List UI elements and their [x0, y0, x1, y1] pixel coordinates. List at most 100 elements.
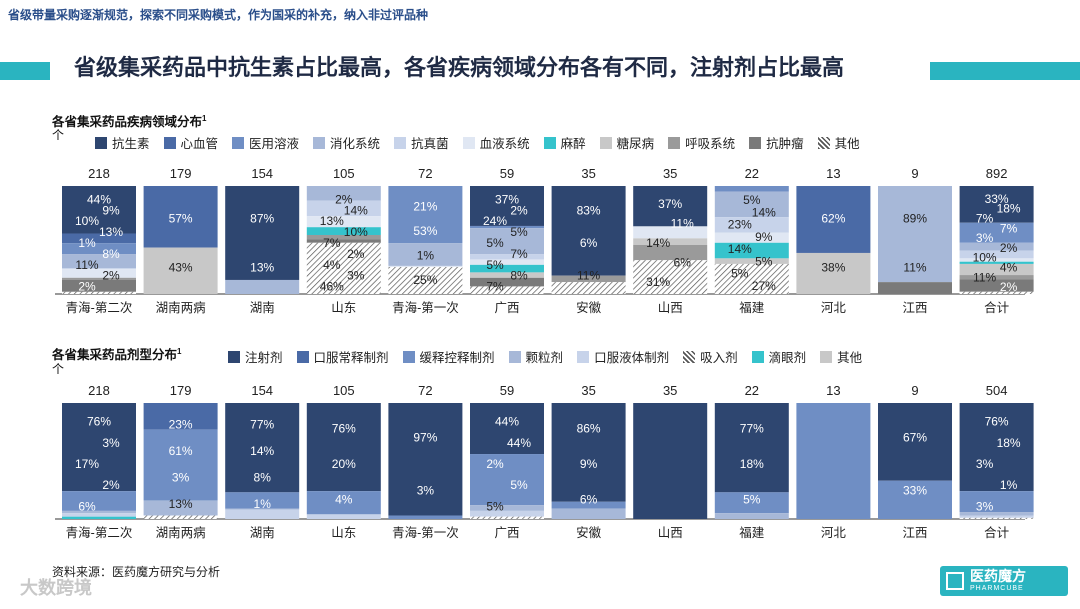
chart1-bar-segment	[143, 186, 218, 248]
chart1-total-label: 72	[418, 166, 432, 181]
chart1-data-label: 5%	[486, 258, 504, 272]
chart2-data-label: 67%	[903, 431, 927, 445]
chart2-data-label: 76%	[985, 415, 1009, 429]
chart1-bar-segment	[714, 242, 789, 259]
legend-label: 抗肿瘤	[766, 137, 804, 151]
legend-swatch	[462, 136, 475, 149]
chart1-bar-segment	[878, 186, 952, 283]
chart1-title: 各省集采药品疾病领域分布1	[52, 113, 207, 129]
chart1-total-label: 22	[745, 166, 759, 181]
chart1-bar-segment	[306, 239, 381, 243]
chart2-bar-segment	[225, 403, 300, 493]
chart2-data-label: 86%	[577, 422, 601, 436]
chart1-bar-segment	[959, 258, 1034, 262]
chart1-total-label: 218	[88, 166, 110, 181]
chart1-bar-segment	[959, 275, 1034, 280]
chart2-legend-item: 口服常释制剂	[296, 347, 389, 366]
chart1-bar-segment	[306, 200, 381, 217]
chart2-total-label: 9	[911, 383, 918, 398]
chart1-data-label: 37%	[495, 192, 519, 206]
chart2-legend-item: 口服液体制剂	[577, 347, 669, 366]
chart1-legend-item: 呼吸系统	[668, 133, 735, 152]
chart1-data-label: 8%	[102, 247, 120, 261]
chart1-legend-item: 医用溶液	[232, 133, 299, 152]
chart2-data-label: 23%	[169, 417, 193, 431]
chart2-bar-segment	[470, 454, 544, 506]
legend-label: 口服常释制剂	[313, 351, 389, 365]
chart1-bar-segment	[225, 186, 300, 280]
chart1-data-label: 10%	[973, 251, 997, 265]
chart2-data-label: 17%	[75, 457, 99, 471]
legend-swatch	[820, 350, 833, 363]
chart1-data-label: 33%	[985, 192, 1009, 206]
chart1-total-label: 179	[170, 166, 192, 181]
chart1-data-label: 37%	[658, 197, 682, 211]
chart1-data-label: 2%	[335, 192, 353, 206]
chart2-legend-item: 颗粒剂	[508, 347, 564, 366]
chart1-category-label: 青海-第一次	[392, 300, 459, 315]
legend-label: 滴眼剂	[768, 351, 807, 365]
chart2-bar-segment	[959, 491, 1034, 513]
chart1-bar-segment	[633, 244, 708, 261]
chart2-bar-segment	[388, 403, 463, 516]
chart2-bar-segment	[878, 403, 952, 481]
chart2-data-label: 18%	[997, 436, 1021, 450]
chart1-bar-segment	[470, 225, 544, 229]
chart1-data-label: 11%	[577, 269, 600, 283]
chart2-title: 各省集采药品剂型分布1	[52, 346, 182, 362]
chart1-bar-segment	[388, 186, 463, 244]
chart1-category-label: 合计	[984, 300, 1009, 315]
chart2-total-label: 154	[251, 383, 273, 398]
chart1-bar-segment	[959, 261, 1034, 264]
legend-label: 心血管	[180, 137, 219, 151]
chart2-data-label: 44%	[495, 415, 519, 429]
legend-swatch	[543, 136, 556, 149]
chart1-legend-item: 麻醉	[543, 133, 586, 152]
chart1-bar-segment	[62, 268, 136, 270]
chart2-legend-item: 滴眼剂	[751, 347, 807, 366]
chart2-data-label: 18%	[740, 457, 764, 471]
chart1-data-label: 5%	[731, 267, 749, 281]
chart2-data-label: 76%	[87, 415, 111, 429]
chart1-data-label: 83%	[577, 203, 601, 217]
chart1-bar-segment	[714, 232, 789, 243]
chart1-bar-segment	[470, 286, 544, 294]
accent-bar-left	[0, 62, 50, 80]
chart1-data-label: 13%	[320, 214, 344, 228]
chart1-category-label: 广西	[494, 301, 519, 315]
chart1-legend-item: 消化系统	[313, 133, 380, 152]
chart1-bar-segment	[470, 259, 544, 265]
chart2-legend-item: 注射剂	[228, 347, 283, 366]
chart1-bar-segment	[62, 291, 136, 294]
legend-swatch	[232, 136, 245, 149]
legend-label: 口服液体制剂	[594, 351, 670, 365]
legend-swatch	[683, 350, 696, 363]
chart1-category-label: 河北	[821, 301, 847, 315]
chart1-category-label: 安徽	[576, 300, 602, 315]
chart1-bar-segment	[959, 186, 1034, 223]
chart2-data-label: 9%	[580, 457, 598, 471]
chart2-data-label: 6%	[78, 499, 96, 513]
chart1-bar-segment	[959, 222, 1034, 243]
chart1-data-label: 11%	[671, 216, 694, 230]
chart2-data-label: 3%	[976, 499, 994, 513]
chart2-total-label: 218	[88, 383, 110, 398]
chart1-data-label: 10%	[75, 214, 99, 228]
chart2-data-label: 4%	[335, 492, 353, 506]
chart1-total-label: 35	[581, 166, 595, 181]
chart1-data-label: 6%	[580, 236, 598, 250]
legend-label: 抗真菌	[411, 137, 449, 151]
chart1-bar-segment	[470, 186, 544, 226]
chart1-data-label: 5%	[755, 254, 773, 268]
legend-label: 缓释控释制剂	[419, 351, 495, 365]
chart2-data-label: 97%	[413, 431, 437, 445]
chart1-data-label: 24%	[483, 214, 507, 228]
chart2-data-label: 61%	[169, 444, 193, 458]
legend-label: 消化系统	[330, 137, 381, 151]
accent-bar-right	[930, 62, 1080, 80]
legend-label: 血液系统	[479, 137, 530, 151]
legend-label: 颗粒剂	[525, 351, 564, 365]
chart2-data-label: 13%	[169, 497, 193, 511]
chart1-bar-segment	[388, 267, 463, 294]
legend-swatch	[296, 350, 309, 363]
